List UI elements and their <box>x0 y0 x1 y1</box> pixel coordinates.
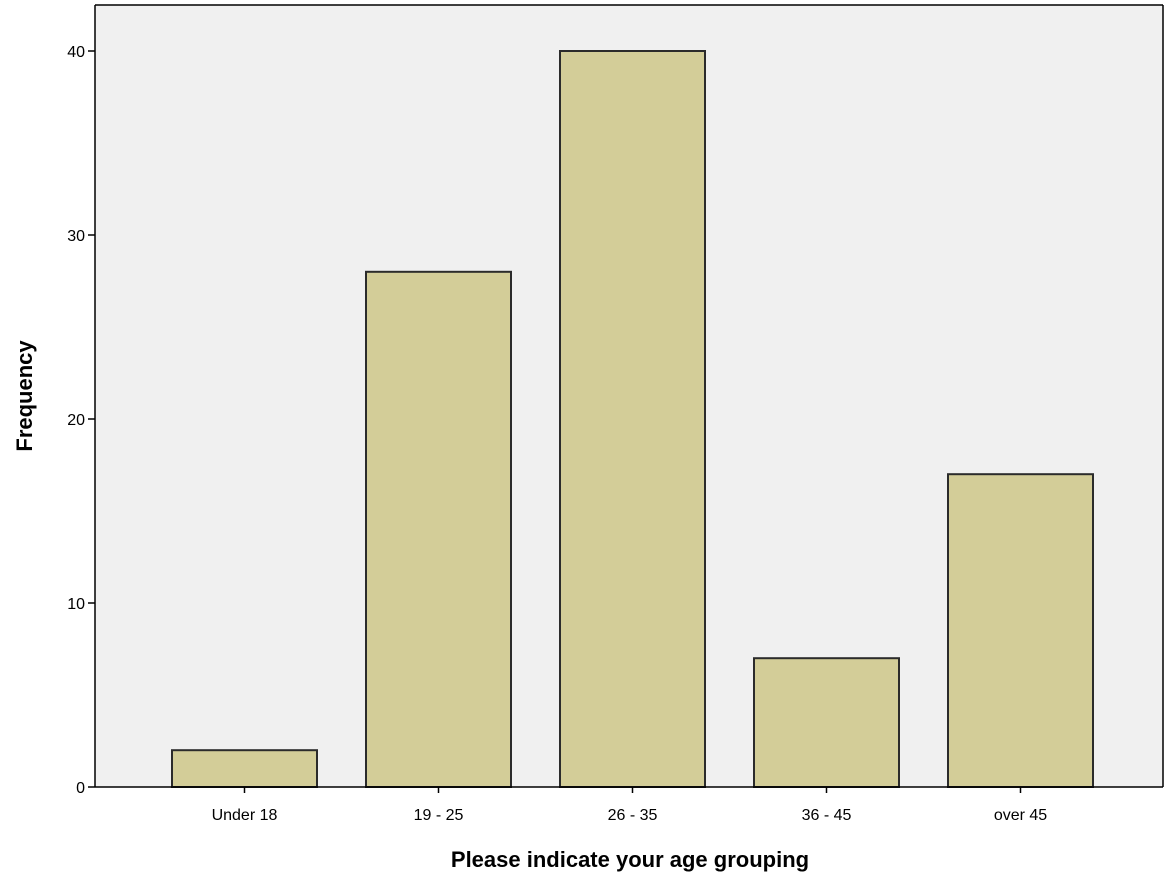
bar-26-35 <box>559 50 706 788</box>
y-tick-label: 30 <box>67 228 85 245</box>
x-tick-label: 36 - 45 <box>802 807 852 824</box>
bar-19-25 <box>365 270 512 788</box>
y-tick-label: 0 <box>76 780 85 797</box>
bar-under-18 <box>171 749 318 789</box>
bar-over-45 <box>947 473 1094 788</box>
x-tick-label: 26 - 35 <box>608 807 658 824</box>
y-tick-label: 20 <box>67 412 85 429</box>
bar-36-45 <box>753 657 900 789</box>
x-tick-label: Under 18 <box>212 807 278 824</box>
bars-group <box>171 50 1094 789</box>
x-tick-label: 19 - 25 <box>414 807 464 824</box>
y-axis-ticks: 0 10 20 30 40 <box>67 44 95 797</box>
x-axis-ticks: Under 18 19 - 25 26 - 35 36 - 45 over 45 <box>212 787 1047 824</box>
x-tick-label: over 45 <box>994 807 1047 824</box>
x-axis-title: Please indicate your age grouping <box>451 847 809 872</box>
y-tick-label: 40 <box>67 44 85 61</box>
y-axis-title: Frequency <box>12 340 37 452</box>
y-tick-label: 10 <box>67 596 85 613</box>
